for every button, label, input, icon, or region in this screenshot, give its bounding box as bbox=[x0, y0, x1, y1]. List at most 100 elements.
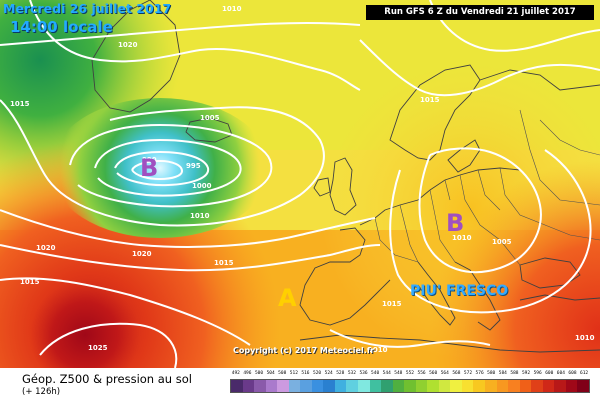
pressure-label: 1025 bbox=[88, 344, 108, 352]
pressure-label: 1015 bbox=[10, 100, 30, 108]
scandinavia-outline bbox=[389, 64, 481, 161]
britain-outline bbox=[329, 157, 357, 216]
legend-color-cell bbox=[231, 380, 243, 392]
borders bbox=[374, 167, 600, 266]
pressure-label: 995 bbox=[186, 162, 201, 170]
legend-color-cell bbox=[311, 380, 324, 392]
pressure-label: 1020 bbox=[132, 250, 152, 258]
legend-color-cell bbox=[542, 380, 555, 392]
legend-tick-label: 560 bbox=[429, 371, 438, 376]
legend-color-cell bbox=[427, 380, 439, 392]
legend-tick-label: 536 bbox=[359, 371, 368, 376]
legend-color-cell bbox=[381, 380, 393, 392]
legend-color-cell bbox=[519, 380, 532, 392]
isobar-1015-europe bbox=[389, 149, 592, 314]
legend-tick-label: 592 bbox=[521, 371, 531, 376]
legend-tick-label: 576 bbox=[475, 371, 484, 376]
isobar-low-1005 bbox=[0, 99, 325, 227]
legend-color-cell bbox=[369, 380, 382, 392]
legend-color-cell bbox=[485, 380, 497, 392]
map-product-title: Géop. Z500 & pression au sol bbox=[22, 372, 192, 386]
legend-color-cell bbox=[565, 380, 578, 392]
legend-color-cell bbox=[438, 380, 451, 392]
pressure-label: 1015 bbox=[420, 96, 440, 104]
pressure-label: 1015 bbox=[20, 278, 40, 286]
legend-color-cell bbox=[508, 380, 520, 392]
isobar-low-core bbox=[131, 159, 184, 181]
pressure-label: 1010 bbox=[452, 234, 472, 242]
pressure-label: 1010 bbox=[575, 334, 595, 342]
legend-color-cell bbox=[288, 380, 301, 392]
forecast-time: 14:00 locale bbox=[10, 18, 113, 36]
legend-color-cell bbox=[323, 380, 335, 392]
legend-color-cell bbox=[254, 380, 266, 392]
legend-color-cell bbox=[450, 380, 462, 392]
legend-tick-label: 532 bbox=[347, 371, 356, 376]
pressure-label: 1000 bbox=[192, 182, 212, 190]
legend-color-cell bbox=[346, 380, 359, 392]
legend-tick-label: 540 bbox=[371, 371, 380, 376]
legend-tick-label: 500 bbox=[254, 371, 264, 376]
legend-tick-label: 564 bbox=[440, 371, 449, 376]
greenland-outline bbox=[91, 0, 181, 113]
isobar-north-1020 bbox=[29, 0, 361, 91]
legend-tick-label: 568 bbox=[452, 371, 461, 376]
legend-color-cell bbox=[404, 380, 416, 392]
balkans-outline bbox=[454, 261, 501, 331]
isobar-1015-north bbox=[359, 39, 600, 97]
copyright-text: Copyright (c) 2017 Meteociel.fr bbox=[233, 346, 375, 355]
legend-tick-label: 612 bbox=[580, 371, 589, 376]
isobar-1020-south bbox=[0, 277, 251, 346]
geopotential-map: 1010 1020 1015 1005 990 995 1000 1010 10… bbox=[0, 0, 600, 368]
legend-tick-label: 608 bbox=[568, 371, 577, 376]
pressure-label: 1005 bbox=[200, 114, 220, 122]
legend-tick-row: 492 496 500 504 508 512 516 520 524 528 532 536 540 5… bbox=[230, 369, 590, 379]
legend-tick-label: 508 bbox=[278, 371, 287, 376]
finland-coast bbox=[479, 69, 600, 91]
pressure-label: 1005 bbox=[492, 238, 512, 246]
isobar-1015-south bbox=[0, 244, 381, 272]
pressure-label: 1020 bbox=[36, 244, 56, 252]
legend-tick-label: 520 bbox=[313, 371, 322, 376]
pressure-label: 990 bbox=[142, 156, 157, 164]
run-info: Run GFS 6 Z du Vendredi 21 juillet 2017 bbox=[366, 5, 594, 20]
annotation-text: PIU' FRESCO bbox=[410, 283, 509, 299]
legend-color-cell bbox=[300, 380, 312, 392]
ireland-outline bbox=[313, 177, 331, 197]
legend-tick-label: 516 bbox=[301, 371, 310, 376]
iberia-outline bbox=[299, 227, 391, 326]
pressure-label: 1020 bbox=[118, 41, 138, 49]
forecast-date: Mercredi 26 juillet 2017 bbox=[3, 1, 172, 16]
legend-tick-label: 588 bbox=[510, 371, 519, 376]
legend-tick-label: 548 bbox=[394, 371, 403, 376]
legend-tick-label: 580 bbox=[487, 371, 496, 376]
forecast-offset: (+ 126h) bbox=[22, 387, 61, 397]
low-pressure-marker-europe: B bbox=[446, 209, 465, 237]
legend-color-cell bbox=[265, 380, 278, 392]
legend-color-bar bbox=[230, 379, 590, 393]
legend-color-cell bbox=[554, 380, 566, 392]
legend-color-cell bbox=[531, 380, 543, 392]
legend-color-cell bbox=[334, 380, 347, 392]
legend-tick-label: 596 bbox=[533, 371, 542, 376]
isobar-1010-europe bbox=[418, 147, 542, 274]
high-pressure-marker: A bbox=[278, 284, 297, 312]
land-outlines bbox=[91, 0, 600, 353]
legend-tick-label: 572 bbox=[463, 371, 473, 376]
legend-tick-label: 584 bbox=[498, 371, 507, 376]
legend-color-cell bbox=[461, 380, 474, 392]
pressure-label: 1010 bbox=[222, 5, 242, 13]
pressure-label: 1015 bbox=[214, 259, 234, 267]
pressure-label: 1010 bbox=[190, 212, 210, 220]
legend-tick-label: 552 bbox=[405, 371, 415, 376]
italy-outline bbox=[417, 261, 456, 326]
legend-color-cell bbox=[358, 380, 370, 392]
pressure-label: 1010 bbox=[368, 346, 388, 354]
legend-tick-label: 600 bbox=[545, 371, 554, 376]
legend-tick-label: 504 bbox=[266, 371, 275, 376]
isobar-1010-south bbox=[0, 209, 376, 248]
low-pressure-field bbox=[50, 98, 270, 238]
legend-tick-label: 512 bbox=[289, 371, 298, 376]
color-legend: 492 496 500 504 508 512 516 520 524 528 532 536 540 5… bbox=[230, 369, 590, 397]
black-sea-outline bbox=[519, 257, 581, 289]
